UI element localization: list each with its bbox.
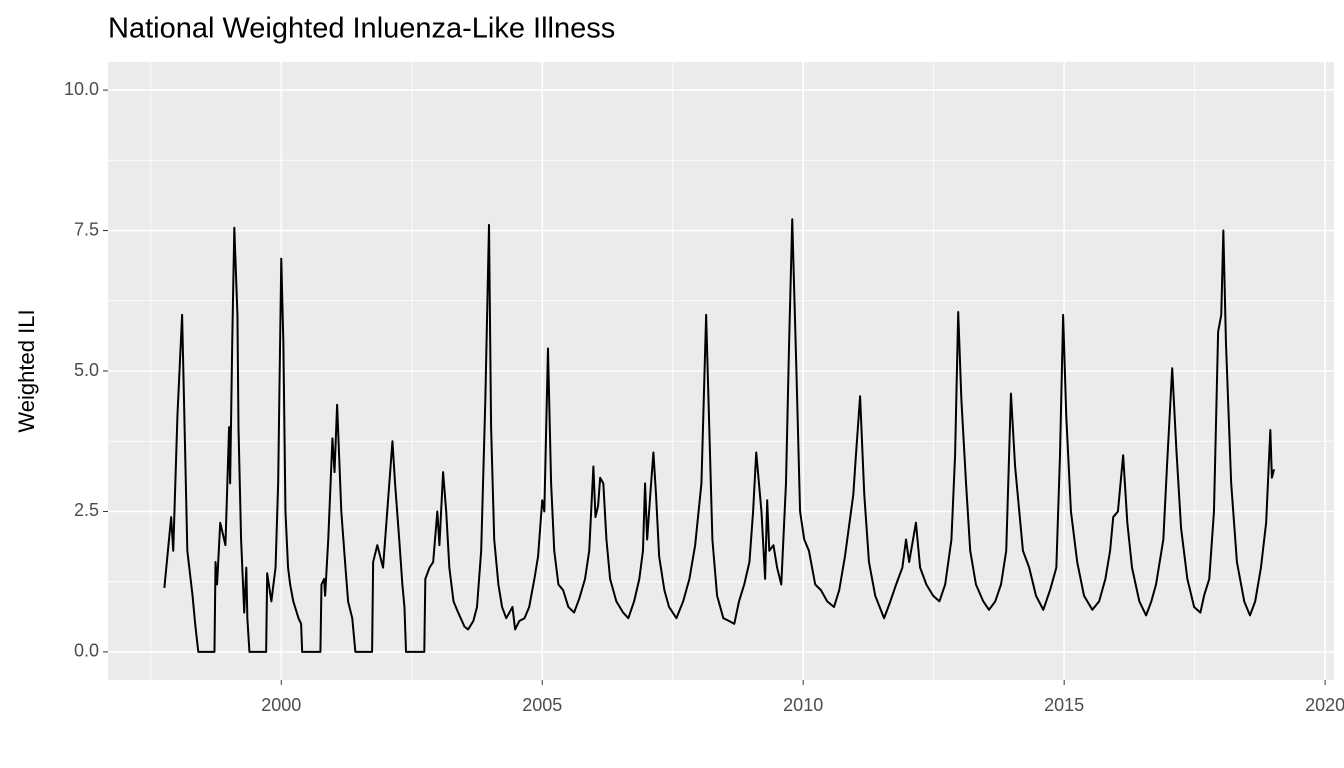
x-tick-label: 2005 [522,695,562,715]
chart-title: National Weighted Inluenza-Like Illness [108,13,615,45]
x-tick-label: 2015 [1044,695,1084,715]
x-tick-label: 2020 [1305,695,1344,715]
x-tick-label: 2000 [261,695,301,715]
x-tick-label: 2010 [783,695,823,715]
y-tick-label: 2.5 [74,500,99,520]
y-tick-label: 10.0 [64,79,99,99]
y-tick-label: 0.0 [74,641,99,661]
line [163,218,1275,653]
y-tick-label: 7.5 [74,219,99,239]
y-tick-label: 5.0 [74,360,99,380]
y-axis-label: Weighted ILI [14,309,39,432]
